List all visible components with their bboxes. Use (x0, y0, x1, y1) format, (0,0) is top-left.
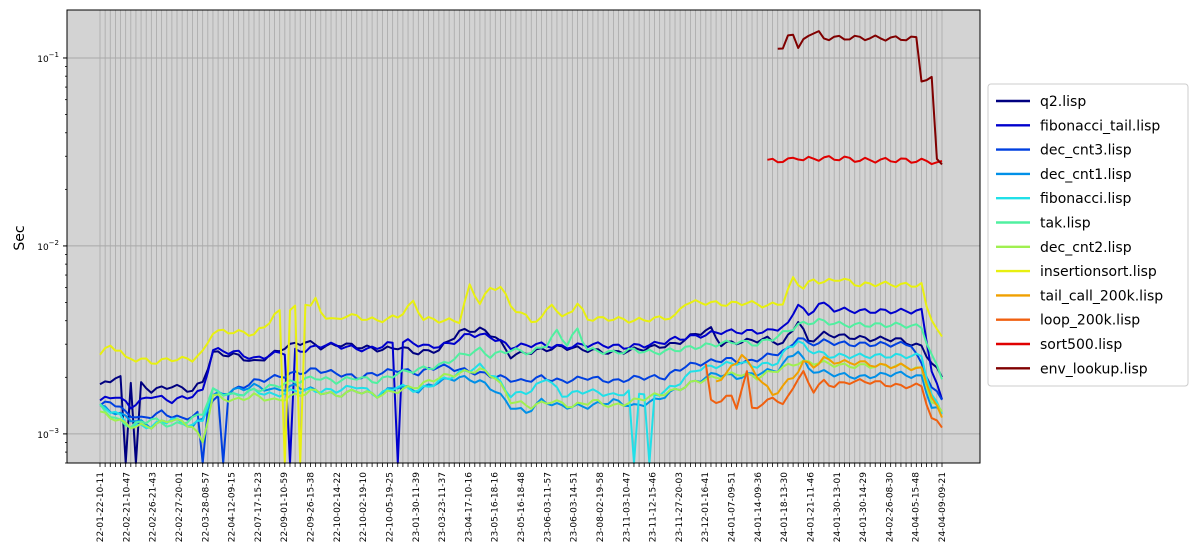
legend-label: tak.lisp (1040, 216, 1091, 232)
x-tick-label: 22-10-05-19-25 (385, 472, 395, 542)
legend-box (987, 83, 1189, 387)
series-line (99, 359, 943, 444)
y-tick-label: 10−2 (37, 239, 59, 253)
series-line (99, 317, 943, 429)
series-line (767, 155, 943, 166)
x-tick-label: 23-08-02-19-58 (596, 472, 606, 543)
legend: q2.lisp fibonacci_tail.lisp dec_cnt3.lispd… (987, 83, 1189, 387)
legend-label: sort500.lisp (1040, 337, 1122, 353)
x-tick-label: 22-02-27-20-01 (175, 472, 185, 542)
x-tick-label: 24-01-21-11-46 (806, 472, 816, 543)
series-line (777, 30, 943, 166)
legend-label: loop_200k.lisp (1040, 313, 1140, 329)
legend-label: q2.lisp (1040, 94, 1086, 110)
series-line (704, 363, 943, 429)
legend-label: fibonacci_tail.lisp (1040, 118, 1160, 134)
series-lines (99, 30, 943, 464)
x-tick-label: 23-06-03-14-51 (570, 472, 580, 542)
series-line (715, 353, 943, 418)
legend-label: fibonacci.lisp (1040, 191, 1132, 207)
y-axis: 10−3 10−2 10−1 (37, 51, 67, 464)
series-line (99, 301, 943, 464)
x-tick-label: 23-05-16-18-48 (517, 472, 527, 543)
x-tick-label: 22-04-12-09-15 (228, 472, 238, 542)
series-line (99, 350, 943, 430)
legend-label: dec_cnt3.lisp (1040, 143, 1132, 159)
x-tick-label: 24-01-18-13-30 (780, 472, 790, 543)
x-tick-label: 22-10-02-19-10 (359, 472, 369, 543)
x-tick-label: 23-11-12-15-46 (649, 472, 659, 543)
plot-area (66, 9, 981, 464)
y-axis-label: Sec (12, 225, 28, 250)
y-tick-label: 10−3 (37, 427, 59, 441)
x-tick-label: 23-04-17-10-16 (464, 472, 474, 543)
x-tick-label: 24-02-26-08-30 (885, 472, 895, 543)
series-line (99, 337, 943, 464)
legend-label: insertionsort.lisp (1040, 264, 1157, 280)
legend-label: dec_cnt2.lisp (1040, 240, 1132, 256)
x-tick-label: 23-01-30-11-39 (412, 472, 422, 543)
legend-label: dec_cnt1.lisp (1040, 167, 1132, 183)
y-tick-label: 10−1 (37, 51, 59, 65)
plot-frame (66, 9, 981, 464)
legend-label: env_lookup.lisp (1040, 361, 1148, 377)
x-tick-label: 22-09-26-15-38 (307, 472, 317, 543)
x-tick-label: 23-11-27-20-03 (675, 472, 685, 542)
x-tick-label: 24-01-14-09-36 (754, 472, 764, 543)
x-tick-label: 24-01-07-09-51 (728, 472, 738, 542)
series-line (99, 276, 943, 464)
x-tick-label: 22-10-02-14-22 (333, 472, 343, 542)
x-tick-label: 24-01-30-14-29 (859, 472, 869, 543)
x-tick-label: 24-01-30-13-01 (833, 472, 843, 542)
x-tick-label: 24-04-09-09-21 (938, 472, 948, 542)
legend-label: tail_call_200k.lisp (1040, 288, 1163, 304)
x-tick-label: 24-04-05-15-48 (912, 472, 922, 543)
x-tick-label: 22-01-22-10-11 (96, 472, 106, 542)
plot-background (67, 10, 980, 463)
x-tick-label: 22-02-21-10-47 (122, 472, 132, 542)
x-tick-label: 23-06-03-11-57 (543, 472, 553, 542)
x-tick-label: 22-09-01-10-59 (280, 472, 290, 543)
x-tick-label: 23-12-01-16-41 (701, 472, 711, 542)
x-tick-label: 23-05-16-18-16 (491, 472, 501, 543)
x-tick-label: 23-03-23-11-37 (438, 472, 448, 542)
x-axis: 22-01-22-10-11 22-02-21-10-47 22-02-26-21-… (96, 463, 948, 542)
x-tick-label: 22-07-17-15-23 (254, 472, 264, 542)
x-tick-label: 22-03-28-08-57 (201, 472, 211, 542)
x-tick-label: 22-02-26-21-43 (149, 472, 159, 542)
x-tick-label: 23-11-03-10-47 (622, 472, 632, 542)
